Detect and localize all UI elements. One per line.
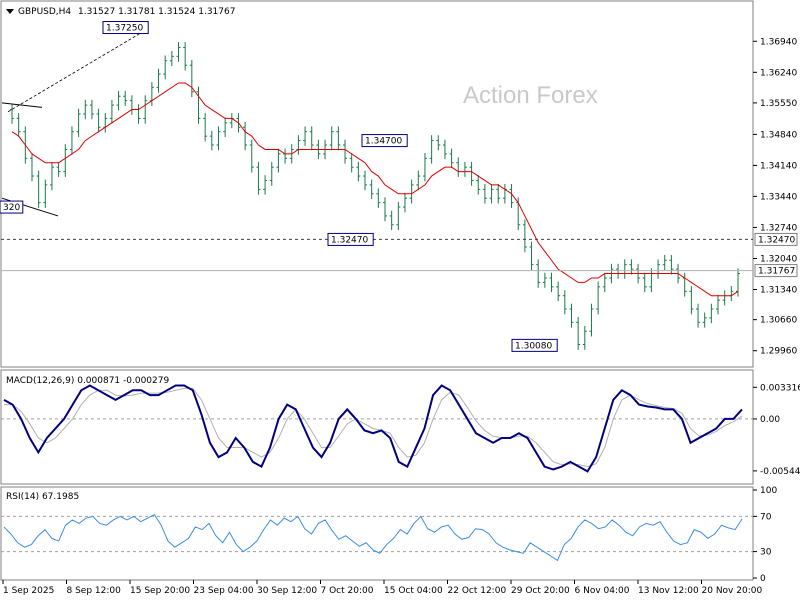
triangle-down-icon[interactable] xyxy=(6,9,14,14)
rsi-panel[interactable] xyxy=(0,486,754,581)
macd-chart: 0.003316 0.00 -0.005445 xyxy=(1,383,800,477)
y-tick-label: 1.32740 xyxy=(760,223,797,233)
rsi-tick-label: 30 xyxy=(760,548,772,558)
macd-tick-label: -0.005445 xyxy=(760,467,800,477)
price-levels: 1.32470 1.31767 xyxy=(1,27,798,278)
rsi-chart: 100 70 30 0 xyxy=(1,486,777,584)
rsi-tick-label: 100 xyxy=(760,486,777,496)
x-tick-label: 6 Nov 04:00 xyxy=(575,586,630,596)
macd-label: MACD(12,26,9) 0.000871 -0.000279 xyxy=(6,376,169,386)
x-tick-label: 15 Oct 04:00 xyxy=(384,586,443,596)
y-tick-label: 1.32040 xyxy=(760,254,797,264)
y-tick-label: 1.35550 xyxy=(760,99,797,109)
current-price-tag xyxy=(754,264,798,278)
annotation-box xyxy=(102,21,149,35)
y-tick-label: 1.33440 xyxy=(760,192,797,202)
macd-main-line xyxy=(3,384,743,473)
annotation-label: 1.30080 xyxy=(515,341,552,351)
y-tick-label: 1.34840 xyxy=(760,130,797,140)
price-panel[interactable] xyxy=(0,0,754,368)
watermark: Action Forex xyxy=(463,82,598,109)
annotation-box xyxy=(327,232,374,246)
x-tick-label: 30 Sep 12:00 xyxy=(257,586,317,596)
macd-signal-line xyxy=(4,387,743,468)
x-tick-label: 1 Sep 2025 xyxy=(3,586,54,596)
annotation-box xyxy=(511,338,558,352)
y-tick-label: 1.36940 xyxy=(760,37,797,47)
macd-panel[interactable] xyxy=(0,369,754,485)
rsi-tick-label: 0 xyxy=(760,574,766,584)
y-tick-label: 1.29960 xyxy=(760,347,797,357)
annotation-box xyxy=(361,134,408,148)
x-tick-label: 20 Nov 20:00 xyxy=(702,586,763,596)
y-tick-label: 1.34140 xyxy=(760,161,797,171)
price-candles xyxy=(10,42,740,350)
x-tick-label: 13 Nov 12:00 xyxy=(638,586,699,596)
rsi-line xyxy=(3,513,743,562)
current-price-label: 1.31767 xyxy=(758,267,795,277)
annotation-box xyxy=(0,200,24,214)
x-tick-label: 7 Oct 20:00 xyxy=(321,586,374,596)
x-tick-label: 8 Sep 12:00 xyxy=(67,586,122,596)
x-tick-label: 29 Oct 20:00 xyxy=(511,586,570,596)
trend-line xyxy=(7,27,151,113)
annotation-label: 320 xyxy=(3,203,20,213)
level-tag-label: 1.32470 xyxy=(758,235,795,245)
annotation-label: 1.34700 xyxy=(365,137,402,147)
channel-line-top xyxy=(1,102,43,108)
x-tick-label: 22 Oct 12:00 xyxy=(448,586,507,596)
moving-average xyxy=(11,82,739,297)
x-tick-label: 15 Sep 20:00 xyxy=(130,586,190,596)
x-tick-label: 23 Sep 04:00 xyxy=(194,586,254,596)
symbol-label: GBPUSD,H4 xyxy=(18,7,71,17)
macd-tick-label: 0.00 xyxy=(760,415,780,425)
annotation-label: 1.32470 xyxy=(331,235,368,245)
rsi-tick-label: 70 xyxy=(760,512,772,522)
level-tag xyxy=(754,232,798,246)
price-annotations: 1.37250 1.34700 1.32470 1.30080 320 xyxy=(0,21,558,352)
y-tick-label: 1.36240 xyxy=(760,68,797,78)
annotation-label: 1.37250 xyxy=(106,24,143,34)
rsi-label: RSI(14) 67.1985 xyxy=(6,492,79,502)
macd-tick-label: 0.003316 xyxy=(760,383,800,393)
y-tick-label: 1.31340 xyxy=(760,286,797,296)
ohlc-label: 1.31527 1.31781 1.31524 1.31767 xyxy=(78,7,235,17)
time-axis: 1 Sep 2025 8 Sep 12:00 15 Sep 20:00 23 Sep … xyxy=(2,580,763,596)
price-axis: 1.36940 1.36240 1.35550 1.34840 1.34140 1.334… xyxy=(753,37,797,357)
y-tick-label: 1.30660 xyxy=(760,316,797,326)
ma-line xyxy=(11,82,739,297)
